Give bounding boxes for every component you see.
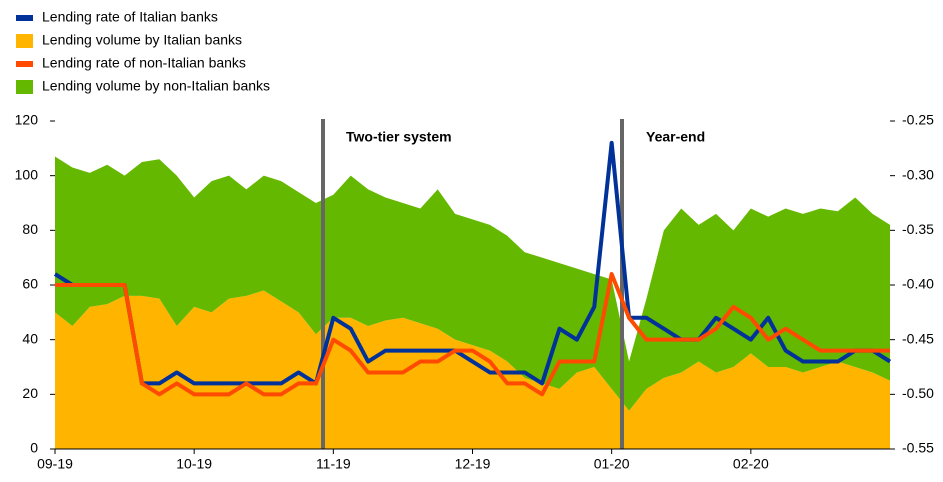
y-tick-label: 40: [22, 330, 38, 346]
y2-tick-label: -0.55: [902, 440, 934, 456]
annotation: Year-end: [646, 129, 705, 145]
y2-tick-label: -0.45: [902, 330, 934, 346]
y-tick-label: 20: [22, 385, 38, 401]
legend-label: Lending volume by Italian banks: [42, 32, 242, 48]
x-tick-label: 02-20: [733, 456, 769, 472]
x-tick-label: 01-20: [594, 456, 630, 472]
y2-tick-label: -0.30: [902, 166, 934, 182]
y-tick-label: 100: [15, 166, 39, 182]
legend-swatch: [16, 61, 33, 67]
y2-tick-label: -0.50: [902, 385, 934, 401]
area: [55, 290, 890, 449]
area: [55, 156, 890, 411]
y2-tick-label: -0.25: [902, 112, 934, 128]
legend-swatch: [16, 80, 33, 94]
legend-label: Lending volume by non-Italian banks: [42, 78, 270, 94]
annotation: Two-tier system: [346, 129, 452, 145]
y-tick-label: 60: [22, 276, 38, 292]
y2-tick-label: -0.35: [902, 221, 934, 237]
line: [55, 272, 890, 397]
legend-swatch: [16, 34, 33, 48]
x-tick-label: 09-19: [37, 456, 73, 472]
legend-swatch: [16, 15, 33, 21]
y-tick-label: 80: [22, 221, 38, 237]
legend-label: Lending rate of non-Italian banks: [42, 55, 246, 71]
y-tick-label: 0: [30, 440, 38, 456]
y2-tick-label: -0.40: [902, 276, 934, 292]
legend-label: Lending rate of Italian banks: [42, 9, 218, 25]
x-tick-label: 11-19: [316, 456, 351, 472]
y-tick-label: 120: [15, 112, 39, 128]
line: [53, 140, 892, 386]
x-tick-label: 12-19: [455, 456, 491, 472]
x-tick-label: 10-19: [176, 456, 212, 472]
